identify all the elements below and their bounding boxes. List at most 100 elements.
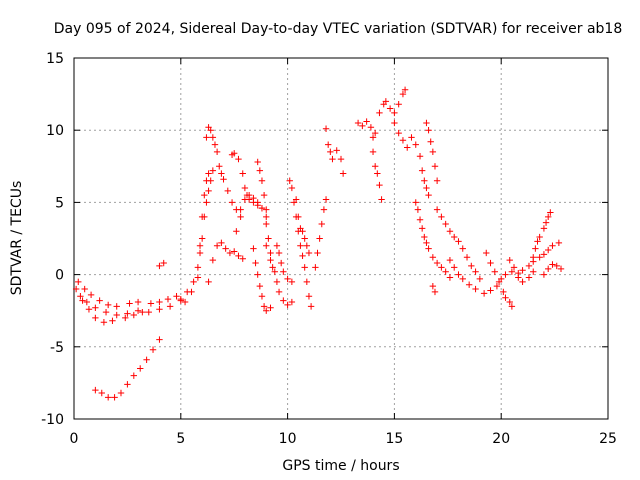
y-tick-labels: -10 -5 0 5 10 15 [41,51,64,428]
data-point [433,259,441,267]
data-point [156,298,163,306]
data-point [263,206,270,213]
data-point [256,167,264,174]
data-point [549,242,556,249]
data-point [382,98,390,105]
data-point [241,184,249,192]
data-point [239,255,246,262]
data-point [288,278,296,286]
data-point [211,141,219,148]
series-trace-m [250,245,274,314]
series-trace-v [391,119,432,199]
series-trace-u [369,148,385,203]
data-point [205,187,212,195]
data-point [316,235,323,242]
data-point [239,170,246,177]
data-point [412,141,419,148]
data-point [75,278,82,286]
data-point [378,196,385,203]
data-point [455,271,462,278]
data-point [233,228,240,235]
data-point [329,155,336,163]
series-trace-ac [498,239,563,283]
data-point [284,301,291,309]
data-point [198,213,206,221]
data-point [122,314,129,322]
data-point [303,242,311,249]
data-point [324,141,332,148]
data-point [418,225,426,232]
data-point [77,293,84,300]
data-point [284,275,291,283]
data-point [149,346,157,353]
data-point [367,124,375,131]
data-point [433,177,441,184]
data-point [395,101,402,108]
series-trace-s [322,125,347,177]
data-point [491,268,498,275]
data-point [500,288,507,296]
data-point [124,310,131,317]
data-point [267,304,274,312]
data-point [196,242,204,249]
data-point [530,254,537,261]
data-point [263,220,270,228]
data-point [273,278,281,286]
data-point [391,109,398,117]
data-point [275,249,283,257]
data-point [81,285,88,293]
data-point [297,242,304,249]
data-point [446,228,454,235]
data-point [109,317,116,325]
data-point [143,356,150,363]
data-point [241,196,249,203]
data-point [536,254,543,261]
data-point [431,163,439,170]
data-point [399,137,407,144]
data-point [493,282,501,290]
data-point [391,119,398,127]
data-point [254,199,261,206]
data-point [540,271,548,278]
data-point [190,278,197,286]
y-tick-label: 10 [46,123,64,139]
series-trace-c [79,297,146,326]
data-point [423,184,430,192]
data-point [433,206,441,213]
series-trace-x [412,199,454,281]
data-point [451,264,458,271]
data-point [72,285,80,293]
series-trace-l [254,158,276,271]
data-point [318,220,325,228]
series-trace-k [233,191,266,235]
data-point [104,301,112,309]
data-point [459,275,466,283]
series-trace-af [540,209,554,232]
data-point [314,249,321,257]
data-point [320,206,328,213]
data-point [258,293,266,300]
data-point [376,109,383,117]
data-point [395,129,402,137]
data-point [205,170,212,177]
data-point [425,191,432,199]
data-point [156,306,163,313]
data-point [337,155,345,163]
series-trace-q [292,196,313,257]
y-tick-label: 5 [55,195,64,211]
data-point [245,191,253,199]
data-point [256,282,264,290]
data-point [519,278,526,286]
series-trace-e [156,259,167,270]
data-point [130,311,138,319]
data-point [369,134,377,141]
data-point [299,252,306,260]
data-point [196,249,204,257]
data-point [252,259,259,267]
data-point [96,297,103,304]
x-tick-label: 15 [385,431,403,447]
data-point [265,235,272,242]
x-tick-label: 20 [492,431,510,447]
data-point [463,254,471,261]
